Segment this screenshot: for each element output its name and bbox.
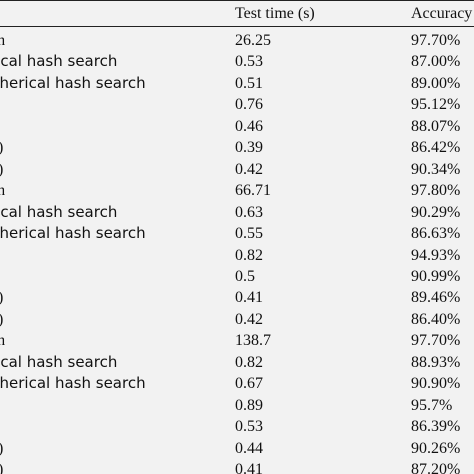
table-row: 2) 0.42 86.40%	[0, 309, 474, 330]
test-time-cell: 0.53	[235, 418, 263, 436]
test-time-cell: 26.25	[235, 32, 271, 49]
accuracy-cell: 95.12%	[411, 96, 461, 114]
test-time-cell: 66.71	[235, 182, 271, 200]
accuracy-cell: 87.20%	[411, 461, 461, 474]
test-time-cell: 0.53	[235, 53, 263, 71]
accuracy-cell: 86.42%	[411, 139, 461, 157]
table-top-rule	[0, 0, 474, 1]
table-row: ch 66.71 97.80%	[0, 180, 474, 201]
test-time-cell: 0.63	[235, 203, 263, 221]
method-cell: pherical hash search	[0, 224, 146, 243]
accuracy-cell: 88.07%	[411, 117, 461, 135]
table-header-rule	[0, 26, 474, 27]
method-cell: 1)	[0, 137, 3, 158]
test-time-cell: 0.42	[235, 160, 263, 178]
accuracy-cell: 90.99%	[411, 267, 461, 285]
method-cell: 2)	[0, 309, 3, 330]
test-time-cell: 0.39	[235, 139, 263, 157]
table-row: rical hash search 0.63 90.29%	[0, 202, 474, 223]
table-row: 1) 0.41 89.46%	[0, 287, 474, 308]
accuracy-cell: 90.29%	[411, 203, 461, 221]
table-row: ch 26.25 97.70%	[0, 30, 474, 51]
test-time-cell: 0.82	[235, 353, 263, 371]
table-row: rical hash search 0.53 87.00%	[0, 51, 474, 72]
accuracy-cell: 97.80%	[411, 182, 461, 200]
test-time-cell: 0.41	[235, 461, 263, 474]
accuracy-cell: 90.26%	[411, 439, 461, 457]
test-time-cell: 0.51	[235, 74, 263, 92]
table-row: pherical hash search 0.55 86.63%	[0, 223, 474, 244]
accuracy-cell: 89.00%	[411, 74, 461, 92]
accuracy-cell: 87.00%	[411, 53, 461, 71]
accuracy-cell: 86.40%	[411, 310, 461, 328]
method-cell: rical hash search	[0, 352, 118, 371]
method-cell: 1)	[0, 287, 3, 308]
method-cell: 1)	[0, 438, 3, 459]
table-row: 0.76 95.12%	[0, 94, 474, 115]
accuracy-cell: 97.70%	[411, 32, 461, 49]
accuracy-cell: 94.93%	[411, 246, 461, 264]
table-row: 1) 0.39 86.42%	[0, 137, 474, 158]
accuracy-cell: 89.46%	[411, 289, 461, 307]
table-header: Test time (s) Accuracy	[0, 3, 474, 24]
test-time-cell: 0.76	[235, 96, 263, 114]
method-cell: 2)	[0, 159, 3, 180]
test-time-cell: 0.5	[235, 267, 255, 285]
method-cell: pherical hash search	[0, 374, 146, 393]
test-time-cell: 0.42	[235, 310, 263, 328]
table-row: 2) 0.42 90.34%	[0, 159, 474, 180]
table-row: rical hash search 0.82 88.93%	[0, 352, 474, 373]
table-row: )0.590.99%	[0, 266, 474, 287]
test-time-cell: 0.67	[235, 375, 263, 393]
table-row: 1) 0.44 90.26%	[0, 438, 474, 459]
test-time-cell: 138.7	[235, 332, 271, 350]
method-cell: ch	[0, 332, 6, 350]
header-accuracy: Accuracy	[411, 5, 473, 22]
method-cell: rical hash search	[0, 52, 118, 71]
method-cell: pherical hash search	[0, 73, 146, 92]
table-row: pherical hash search 0.51 89.00%	[0, 73, 474, 94]
table-row: ch 138.7 97.70%	[0, 330, 474, 351]
test-time-cell: 0.89	[235, 396, 263, 414]
accuracy-cell: 88.93%	[411, 353, 461, 371]
table-row: 0.82 94.93%	[0, 245, 474, 266]
table-row: 2) 0.41 87.20%	[0, 459, 474, 474]
test-time-cell: 0.44	[235, 439, 263, 457]
accuracy-cell: 90.34%	[411, 160, 461, 178]
method-cell: ch	[0, 32, 6, 49]
method-cell: ch	[0, 182, 6, 200]
test-time-cell: 0.82	[235, 246, 263, 264]
test-time-cell: 0.41	[235, 289, 263, 307]
accuracy-cell: 90.90%	[411, 375, 461, 393]
accuracy-cell: 97.70%	[411, 332, 461, 350]
accuracy-cell: 86.39%	[411, 418, 461, 436]
test-time-cell: 0.55	[235, 225, 263, 243]
accuracy-cell: 86.63%	[411, 225, 461, 243]
method-cell: 2)	[0, 459, 3, 474]
table-row: 0.89 95.7%	[0, 395, 474, 416]
accuracy-cell: 95.7%	[411, 396, 453, 414]
method-cell: rical hash search	[0, 202, 118, 221]
table-row: pherical hash search 0.67 90.90%	[0, 373, 474, 394]
header-test-time: Test time (s)	[235, 5, 315, 22]
test-time-cell: 0.46	[235, 117, 263, 135]
